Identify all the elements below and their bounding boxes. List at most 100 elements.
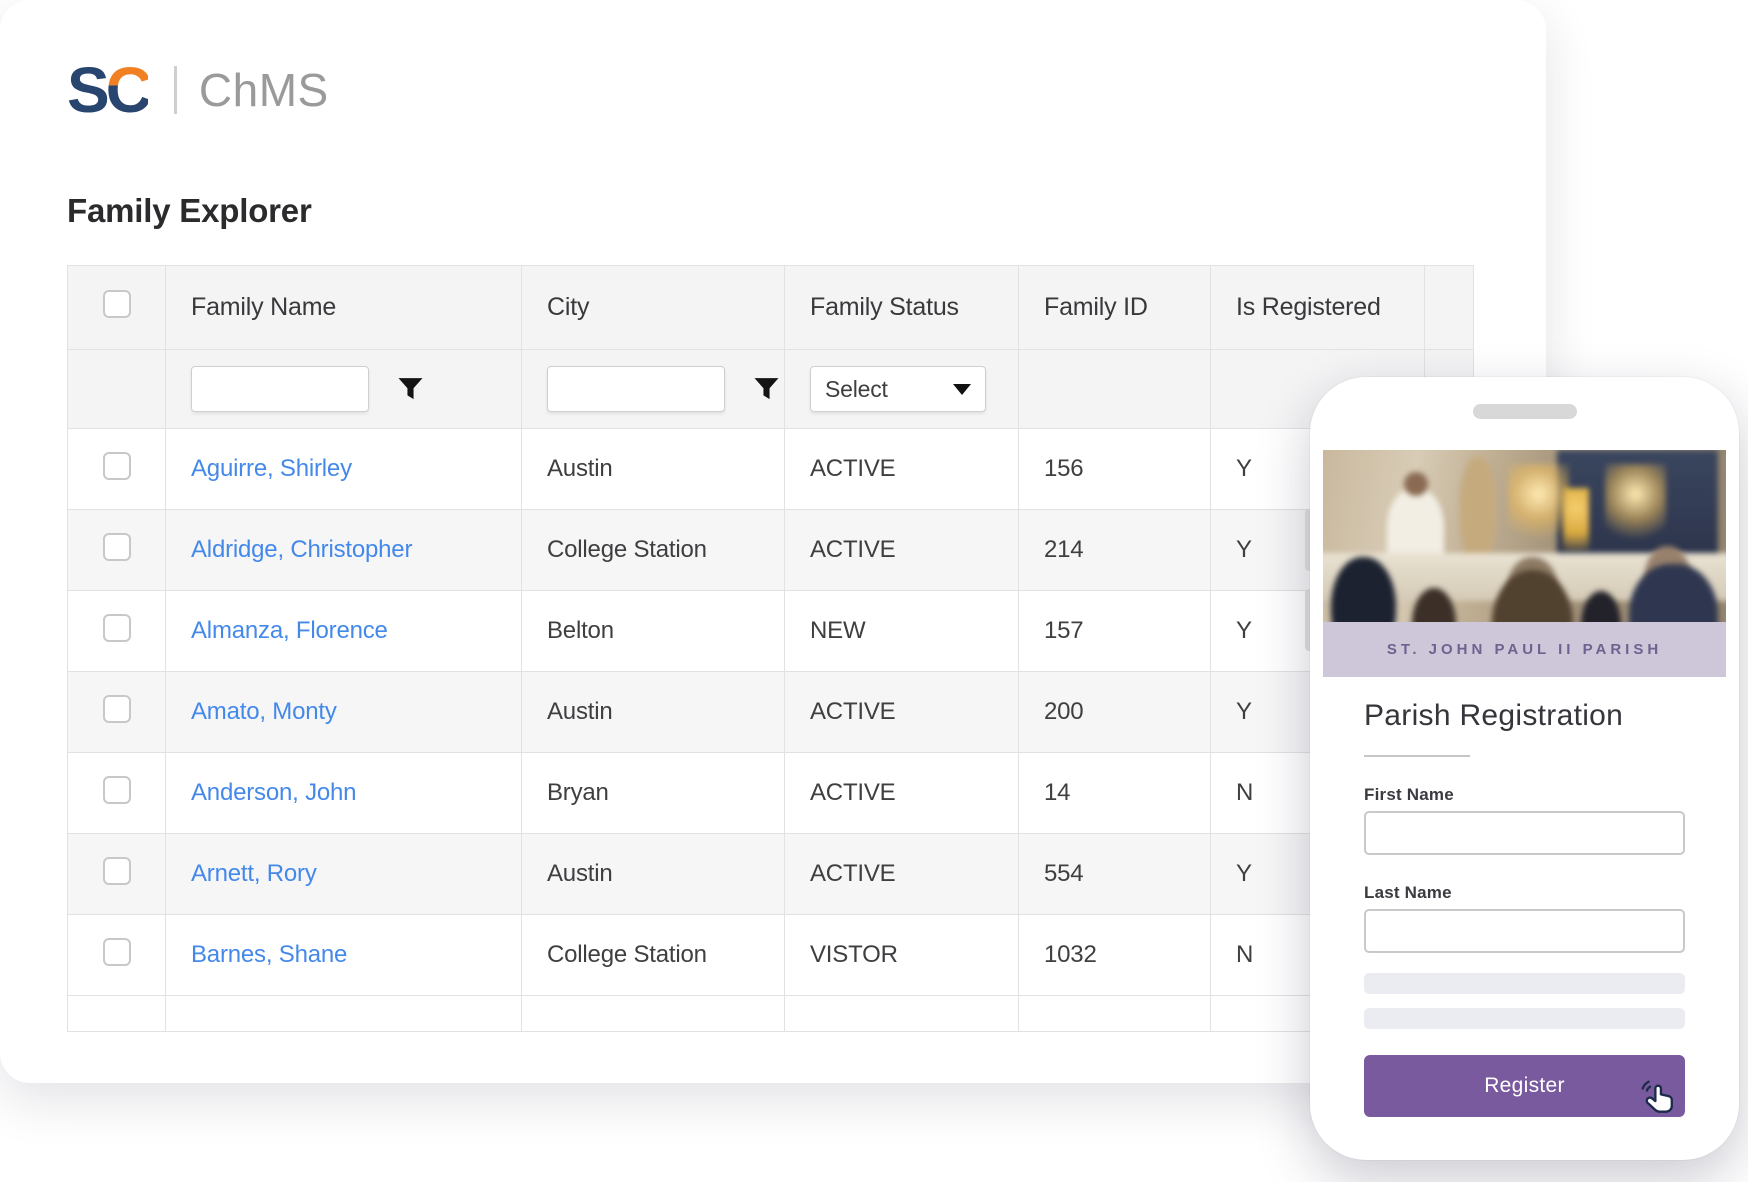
table-row: Aldridge, Christopher College Station AC…	[67, 509, 1474, 591]
family-id-cell: 214	[1018, 509, 1211, 591]
family-name-filter-cell	[165, 349, 522, 429]
family-name-cell: Almanza, Florence	[165, 590, 522, 672]
city-cell: Austin	[521, 833, 785, 915]
family-name-link[interactable]: Aldridge, Christopher	[191, 536, 413, 563]
family-name-link[interactable]: Amato, Monty	[191, 698, 337, 725]
family-status-cell	[784, 995, 1019, 1032]
column-header-family-name: Family Name	[165, 265, 522, 350]
table-row: Barnes, Shane College Station VISTOR 103…	[67, 914, 1474, 996]
family-id-cell: 1032	[1018, 914, 1211, 996]
column-header-family-id: Family ID	[1018, 265, 1211, 350]
row-checkbox[interactable]	[102, 937, 131, 966]
filter-empty-cell	[1018, 349, 1211, 429]
family-name-link[interactable]: Anderson, John	[191, 779, 357, 806]
row-checkbox-cell	[67, 995, 166, 1032]
phone-body: ST. JOHN PAUL II PARISH Parish Registrat…	[1310, 377, 1739, 1160]
skeleton-field	[1364, 1008, 1685, 1029]
form-title: Parish Registration	[1364, 699, 1624, 732]
table-row: Aguirre, Shirley Austin ACTIVE 156 Y	[67, 428, 1474, 510]
table-row: Anderson, John Bryan ACTIVE 14 N	[67, 752, 1474, 834]
family-name-link[interactable]: Almanza, Florence	[191, 617, 388, 644]
family-status-cell: ACTIVE	[784, 509, 1019, 591]
row-checkbox-cell	[67, 509, 166, 591]
family-status-cell: ACTIVE	[784, 752, 1019, 834]
city-cell: Bryan	[521, 752, 785, 834]
row-checkbox[interactable]	[102, 856, 131, 885]
table-header-row: Family Name City Family Status Family ID…	[67, 265, 1474, 350]
family-name-filter-input[interactable]	[191, 366, 369, 412]
city-filter-cell	[521, 349, 785, 429]
row-checkbox-cell	[67, 428, 166, 510]
family-name-cell: Aguirre, Shirley	[165, 428, 522, 510]
form-title-divider	[1364, 755, 1470, 757]
row-checkbox[interactable]	[102, 775, 131, 804]
select-all-checkbox[interactable]	[102, 290, 131, 318]
row-checkbox-cell	[67, 671, 166, 753]
family-id-cell	[1018, 995, 1211, 1032]
column-header-family-status: Family Status	[784, 265, 1019, 350]
family-name-cell	[165, 995, 522, 1032]
phone-side-button	[1305, 589, 1311, 651]
row-checkbox[interactable]	[102, 694, 131, 723]
first-name-input[interactable]	[1364, 811, 1685, 855]
family-name-link[interactable]: Aguirre, Shirley	[191, 455, 352, 482]
parish-banner-text: ST. JOHN PAUL II PARISH	[1386, 641, 1663, 658]
table-row: Amato, Monty Austin ACTIVE 200 Y	[67, 671, 1474, 753]
cursor-click-icon	[1641, 1080, 1673, 1113]
filter-icon[interactable]	[753, 377, 780, 401]
family-id-cell: 554	[1018, 833, 1211, 915]
register-button[interactable]: Register	[1364, 1055, 1685, 1117]
row-checkbox-cell	[67, 914, 166, 996]
phone-mockup: ST. JOHN PAUL II PARISH Parish Registrat…	[1305, 377, 1739, 1160]
filter-empty-cell	[67, 349, 166, 429]
column-header-extra	[1424, 265, 1474, 350]
city-cell: Austin	[521, 671, 785, 753]
city-filter-input[interactable]	[547, 366, 725, 412]
church-mass-photo	[1323, 450, 1726, 622]
family-name-cell: Barnes, Shane	[165, 914, 522, 996]
family-status-cell: ACTIVE	[784, 428, 1019, 510]
table-row: Arnett, Rory Austin ACTIVE 554 Y	[67, 833, 1474, 915]
logo-mark: SC	[67, 54, 152, 126]
skeleton-field	[1364, 973, 1685, 994]
family-id-cell: 156	[1018, 428, 1211, 510]
family-status-cell: VISTOR	[784, 914, 1019, 996]
family-status-cell: NEW	[784, 590, 1019, 672]
table-row: Almanza, Florence Belton NEW 157 Y	[67, 590, 1474, 672]
family-id-cell: 200	[1018, 671, 1211, 753]
page-title: Family Explorer	[67, 192, 312, 229]
last-name-label: Last Name	[1364, 883, 1452, 902]
column-header-city: City	[521, 265, 785, 350]
family-table: Family Name City Family Status Family ID…	[67, 265, 1474, 1032]
select-all-header-cell	[67, 265, 166, 350]
row-checkbox-cell	[67, 833, 166, 915]
city-cell: Belton	[521, 590, 785, 672]
product-name: ChMS	[198, 64, 329, 116]
row-checkbox[interactable]	[102, 613, 131, 642]
last-name-input[interactable]	[1364, 909, 1685, 953]
status-filter-select-value: Select	[825, 375, 888, 402]
family-status-cell: ACTIVE	[784, 671, 1019, 753]
family-name-link[interactable]: Arnett, Rory	[191, 860, 317, 887]
family-name-link[interactable]: Barnes, Shane	[191, 941, 348, 968]
parish-banner: ST. JOHN PAUL II PARISH	[1323, 622, 1726, 677]
column-header-is-registered: Is Registered	[1210, 265, 1425, 350]
row-checkbox-cell	[67, 590, 166, 672]
row-checkbox[interactable]	[102, 532, 131, 561]
status-filter-select[interactable]: Select	[810, 366, 986, 412]
family-name-cell: Anderson, John	[165, 752, 522, 834]
brand-logo: SC ChMS	[67, 58, 329, 122]
filter-icon[interactable]	[397, 377, 424, 401]
status-filter-cell: Select	[784, 349, 1019, 429]
row-checkbox[interactable]	[102, 451, 131, 480]
logo-divider	[173, 66, 177, 114]
row-checkbox-cell	[67, 752, 166, 834]
city-cell: College Station	[521, 914, 785, 996]
caret-down-icon	[953, 383, 971, 395]
phone-speaker	[1472, 404, 1577, 419]
family-name-cell: Aldridge, Christopher	[165, 509, 522, 591]
table-row-partial	[67, 995, 1474, 1032]
first-name-label: First Name	[1364, 785, 1454, 804]
family-name-cell: Amato, Monty	[165, 671, 522, 753]
